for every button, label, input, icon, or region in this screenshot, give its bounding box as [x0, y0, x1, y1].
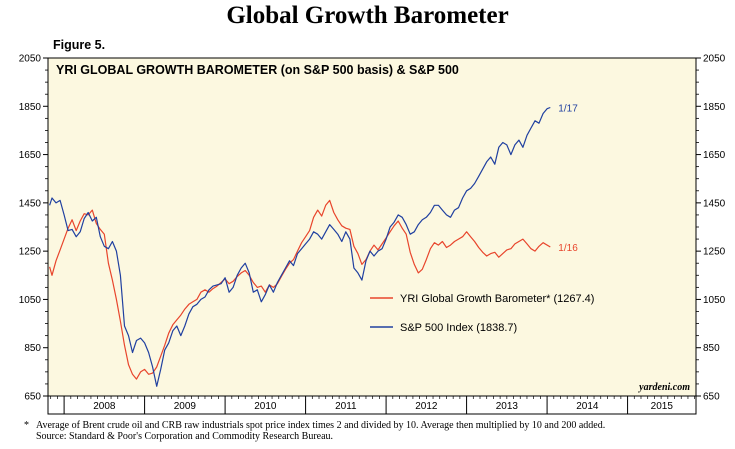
y-tick-label-left: 650: [24, 392, 41, 403]
y-tick-label-left: 1850: [19, 102, 42, 113]
y-tick-label-right: 1650: [703, 150, 726, 161]
footnote-line-2: Source: Standard & Poor's Corporation an…: [36, 431, 334, 442]
footnote: * Average of Brent crude oil and CRB raw…: [24, 420, 726, 442]
footnote-marker: *: [24, 420, 29, 431]
x-year-label: 2014: [576, 401, 599, 412]
figure-label: Figure 5.: [53, 38, 106, 52]
legend-label-barometer: YRI Global Growth Barometer* (1267.4): [400, 293, 594, 305]
y-tick-label-right: 1050: [703, 295, 726, 306]
series-layer: 1/16 1/17: [49, 103, 578, 387]
y-tick-label-right: 850: [703, 343, 720, 354]
legend-label-sp500: S&P 500 Index (1838.7): [400, 322, 517, 334]
x-year-label: 2011: [335, 401, 357, 412]
x-axis-band: [47, 395, 697, 415]
legend: YRI Global Growth Barometer* (1267.4) S&…: [370, 293, 594, 334]
chart-title: YRI GLOBAL GROWTH BAROMETER (on S&P 500 …: [56, 63, 459, 77]
y-tick-label-right: 1850: [703, 102, 726, 113]
x-year-label: 2012: [415, 401, 438, 412]
x-year-label: 2013: [496, 401, 519, 412]
footnote-line-1: Average of Brent crude oil and CRB raw i…: [36, 420, 606, 431]
y-tick-label-left: 2050: [19, 54, 42, 65]
plot-background: [47, 57, 697, 397]
series-line-1: [49, 106, 551, 387]
watermark: yardeni.com: [638, 382, 690, 393]
x-year-label: 2009: [174, 401, 197, 412]
y-tick-label-right: 650: [703, 392, 720, 403]
x-year-label: 2010: [254, 401, 277, 412]
series-line-0: [49, 199, 551, 380]
page-title: Global Growth Barometer: [226, 2, 509, 29]
y-tick-label-right: 1450: [703, 198, 726, 209]
y-tick-label-left: 1250: [19, 247, 42, 258]
x-axis: 2008 2009 2010 2011 2012 2013 2014 2015: [50, 396, 696, 414]
series-end-label-1: 1/17: [558, 103, 578, 114]
y-tick-label-left: 1650: [19, 150, 42, 161]
series-end-label-0: 1/16: [558, 243, 578, 254]
y-tick-label-right: 1250: [703, 247, 726, 258]
x-year-label: 2015: [651, 401, 674, 412]
x-year-label: 2008: [93, 401, 116, 412]
y-axis-right: 650 850 1050 1250 1450 1650 1850 2050: [696, 54, 726, 403]
y-tick-label-left: 850: [24, 343, 41, 354]
y-axis-left: 650 850 1050 1250 1450 1650 1850 2050: [19, 54, 48, 403]
y-tick-label-right: 2050: [703, 54, 726, 65]
y-tick-label-left: 1450: [19, 198, 42, 209]
y-tick-label-left: 1050: [19, 295, 42, 306]
